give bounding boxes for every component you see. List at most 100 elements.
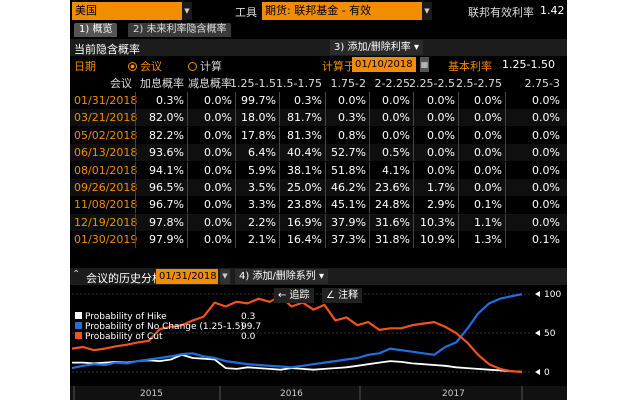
history-date-input[interactable]: 01/31/2018: [156, 269, 218, 284]
table-row[interactable]: 12/19/2018 97.8% 0.0% 2.2% 16.9% 37.9% 31.6% 10…: [70, 213, 567, 231]
column-separator: [325, 161, 326, 179]
probability-cell: 96.5%: [149, 181, 184, 194]
probability-cell: 2.9%: [427, 198, 455, 212]
column-separator: [413, 144, 414, 162]
calc-radio[interactable]: 计算: [188, 58, 222, 74]
column-separator: [325, 109, 326, 127]
annotate-button[interactable]: ∠ 注释: [322, 288, 363, 303]
meeting-date-cell: 01/30/2019: [74, 233, 138, 247]
column-separator: [369, 92, 370, 109]
column-header-r175-200[interactable]: 1.75-2: [330, 77, 366, 90]
column-separator: [187, 92, 188, 109]
column-separator: [505, 161, 506, 179]
column-separator: [369, 213, 370, 231]
probability-cell: 96.7%: [149, 198, 184, 212]
collapse-icon[interactable]: ⌃: [72, 269, 81, 280]
legend-entry[interactable]: Probability of Hike 0.3: [75, 312, 255, 322]
tab-implied-probability[interactable]: 2) 未来利率隐含概率: [128, 23, 232, 37]
column-separator: [235, 161, 236, 179]
probability-cell: 3.5%: [248, 181, 276, 194]
column-header-r125-150[interactable]: 1.25-1.5: [230, 77, 276, 90]
probability-cell: 82.2%: [149, 128, 184, 142]
probability-cell: 0.3%: [338, 111, 366, 125]
column-header-r225-250[interactable]: 2.25-2.5: [409, 77, 455, 90]
tab-bar: 1) 概览 2) 未来利率隐含概率: [70, 22, 567, 38]
legend-swatch-icon: [75, 312, 82, 319]
probability-cell: 0.0%: [532, 215, 560, 229]
probability-cell: 37.3%: [331, 233, 366, 247]
add-remove-rate-button[interactable]: 3) 添加/删除利率 ▾: [330, 40, 424, 55]
column-separator: [325, 144, 326, 162]
axis-marker-icon: [535, 291, 540, 297]
column-separator: [325, 126, 326, 144]
probability-cell: 0.0%: [204, 111, 232, 125]
probability-cell: 81.3%: [287, 128, 322, 142]
probability-cell: 0.0%: [204, 233, 232, 247]
table-row[interactable]: 01/30/2019 97.9% 0.0% 2.1% 16.4% 37.3% 31.8% 10…: [70, 231, 567, 249]
x-tick-label: 2017: [442, 389, 465, 399]
table-row[interactable]: 11/08/2018 96.7% 0.0% 3.3% 23.8% 45.1% 24.8% 2.…: [70, 196, 567, 214]
tab-overview[interactable]: 1) 概览: [74, 23, 118, 37]
add-remove-series-button[interactable]: 4) 添加/删除系列 ▾: [235, 269, 329, 284]
country-select[interactable]: 美国 ▼: [72, 2, 192, 20]
probability-cell: 1.7%: [427, 181, 455, 194]
legend-entry[interactable]: Probability of No Change (1.25-1.5) 99.7: [75, 322, 261, 332]
probability-cell: 2.1%: [248, 233, 276, 247]
probability-cell: 0.0%: [532, 111, 560, 125]
column-separator: [279, 179, 280, 196]
column-separator: [413, 109, 414, 127]
chevron-down-icon[interactable]: ▼: [422, 2, 432, 20]
x-tick-label: 2016: [280, 389, 303, 399]
column-separator: [235, 196, 236, 214]
table-row[interactable]: 03/21/2018 82.0% 0.0% 18.0% 81.7% 0.3% 0.0% 0.0…: [70, 109, 567, 127]
column-separator: [325, 92, 326, 109]
axis-marker-icon: [535, 369, 540, 375]
table-row[interactable]: 05/02/2018 82.2% 0.0% 17.8% 81.3% 0.8% 0.0% 0.0…: [70, 126, 567, 144]
calc-date-label: 计算于: [322, 60, 355, 73]
calc-date-input[interactable]: 01/10/2018: [352, 57, 416, 72]
probability-cell: 31.6%: [375, 215, 410, 229]
track-button[interactable]: ← 追踪: [274, 288, 314, 303]
column-separator: [135, 126, 136, 144]
column-separator: [369, 161, 370, 179]
column-separator: [187, 109, 188, 127]
column-header-r150-175[interactable]: 1.5-1.75: [276, 77, 322, 90]
table-row[interactable]: 06/13/2018 93.6% 0.0% 6.4% 40.4% 52.7% 0.5% 0.0…: [70, 144, 567, 162]
probability-cell: 16.4%: [287, 233, 322, 247]
column-header-r200-225[interactable]: 2-2.25: [374, 77, 410, 90]
column-separator: [135, 213, 136, 231]
chevron-down-icon[interactable]: ▼: [182, 2, 192, 20]
column-header-cut-prob[interactable]: 减息概率: [188, 77, 232, 90]
column-header-r275-300[interactable]: 2.75-3: [524, 77, 560, 90]
column-header-hike-prob[interactable]: 加息概率: [140, 77, 184, 90]
table-row[interactable]: 01/31/2018 0.3% 0.0% 99.7% 0.3% 0.0% 0.0% 0.0% 0…: [70, 92, 567, 109]
chevron-down-icon[interactable]: ▼: [220, 269, 230, 284]
column-separator: [187, 196, 188, 214]
table-row[interactable]: 08/01/2018 94.1% 0.0% 5.9% 38.1% 51.8% 4.1% 0.0…: [70, 161, 567, 179]
column-separator: [458, 109, 459, 127]
probability-cell: 0.0%: [474, 94, 502, 107]
probability-cell: 1.1%: [474, 215, 502, 229]
meeting-date-cell: 09/26/2018: [74, 181, 138, 194]
column-header-meeting[interactable]: 会议: [110, 77, 132, 90]
column-header-r250-275[interactable]: 2.5-2.75: [456, 77, 502, 90]
column-separator: [369, 144, 370, 162]
probability-cell: 40.4%: [287, 146, 322, 160]
column-separator: [505, 109, 506, 127]
probability-cell: 38.1%: [287, 163, 322, 177]
table-row[interactable]: 09/26/2018 96.5% 0.0% 3.5% 25.0% 46.2% 23.6% 1.…: [70, 179, 567, 196]
column-separator: [279, 196, 280, 214]
meeting-date-cell: 01/31/2018: [74, 94, 138, 107]
probability-cell: 0.0%: [204, 128, 232, 142]
instrument-select[interactable]: 期货: 联邦基金 - 有效 ▼: [262, 2, 432, 20]
terminal-window: 美国 ▼ 工具 期货: 联邦基金 - 有效 ▼ 联邦有效利率 1.42 1) 概…: [70, 0, 567, 400]
probability-cell: 6.4%: [248, 146, 276, 160]
probability-cell: 23.6%: [375, 181, 410, 194]
column-separator: [135, 109, 136, 127]
calendar-icon[interactable]: ▦: [420, 57, 429, 72]
probability-cell: 5.9%: [248, 163, 276, 177]
y-tick-label: 0: [544, 368, 550, 378]
column-separator: [187, 126, 188, 144]
legend-entry[interactable]: Probability of Cut 0.0: [75, 332, 255, 342]
meeting-radio[interactable]: 会议: [128, 58, 162, 74]
